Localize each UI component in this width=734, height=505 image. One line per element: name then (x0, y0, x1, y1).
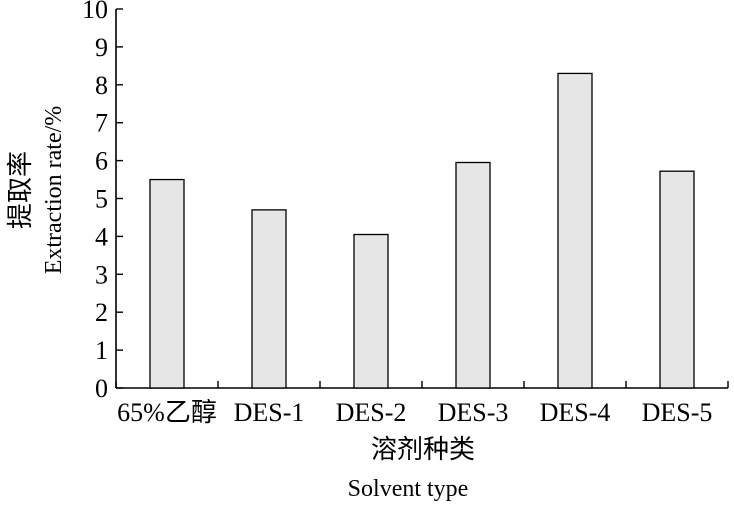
bar (149, 178, 185, 389)
x-tick-label: 65%乙醇 (117, 398, 217, 427)
y-tick-label: 9 (95, 33, 108, 62)
y-tick-label: 4 (95, 222, 108, 251)
bar (251, 209, 287, 389)
y-tick-label: 6 (95, 147, 108, 176)
y-tick-label: 8 (95, 71, 108, 100)
y-axis-title-group: 提取率 Extraction rate/% (6, 106, 67, 275)
bar (557, 72, 593, 389)
bar (659, 170, 695, 389)
x-axis (115, 381, 729, 389)
y-axis-title-cn: 提取率 (6, 151, 35, 229)
y-tick-label: 2 (95, 298, 108, 327)
y-tick-label: 5 (95, 185, 108, 214)
bar (353, 233, 389, 389)
x-axis-title-en: Solvent type (348, 476, 469, 502)
bar (455, 161, 491, 389)
x-tick-label: DES-5 (642, 398, 713, 427)
x-axis-title-cn: 溶剂种类 (371, 435, 475, 464)
y-tick-label: 1 (95, 336, 108, 365)
bars-group (149, 72, 695, 389)
y-tick-label: 10 (82, 0, 108, 24)
x-tick-label: DES-2 (336, 398, 407, 427)
x-tick-label: DES-4 (540, 398, 611, 427)
y-tick-label: 7 (95, 109, 108, 138)
x-tick-label: DES-3 (438, 398, 509, 427)
x-tick-labels: 65%乙醇 DES-1 DES-2 DES-3 DES-4 DES-5 (117, 398, 712, 427)
y-tick-label: 0 (95, 374, 108, 403)
y-axis-title-en: Extraction rate/% (41, 106, 67, 275)
y-axis: 0 1 2 3 4 5 6 7 8 9 10 (82, 0, 123, 403)
y-tick-label: 3 (95, 260, 108, 289)
x-tick-label: DES-1 (234, 398, 305, 427)
